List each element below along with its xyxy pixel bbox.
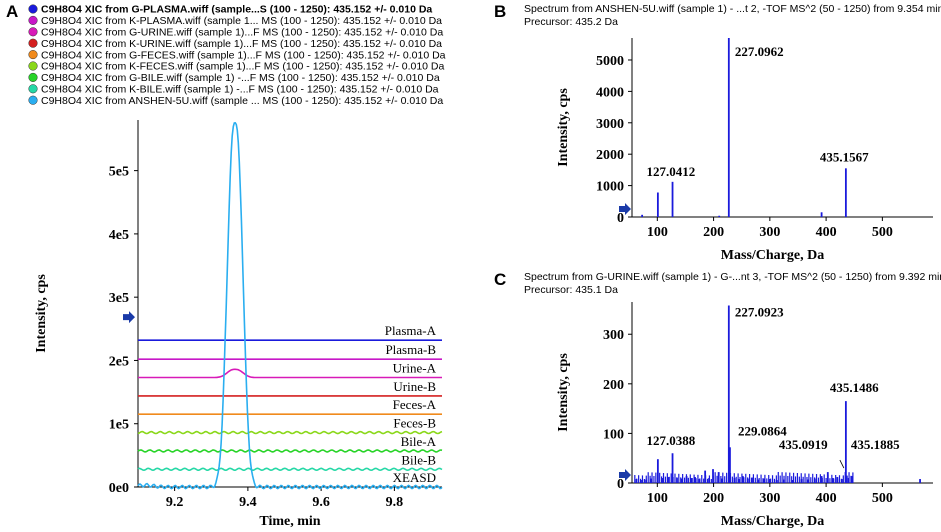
legend-entry-4: C9H8O4 XIC from G-FECES.wiff (sample 1).… — [41, 49, 446, 61]
legend-entry-5: C9H8O4 XIC from K-FECES.wiff (sample 1).… — [41, 61, 445, 73]
legend-entry-2: C9H8O4 XIC from G-URINE.wiff (sample 1).… — [41, 27, 443, 39]
trace-bile-b — [137, 467, 443, 472]
panel-letter-b: B — [494, 2, 506, 21]
x-tick-label-a-1: 9.4 — [239, 495, 257, 510]
legend-dot-8 — [28, 95, 38, 105]
spec-b-x-axis-label: Mass/Charge, Da — [721, 248, 824, 263]
spec-b-peak-label-0: 227.0962 — [735, 44, 784, 59]
trace-urine-a — [138, 368, 442, 379]
spectrum-b-precursor: Precursor: 435.2 Da — [524, 16, 618, 28]
spec-c-y-axis-label: Intensity, cps — [556, 353, 571, 432]
plot-b: 0 1000 2000 3000 4000 5000 100 200 300 400 500 Mass… — [556, 38, 933, 263]
spectrum-b-title: Spectrum from ANSHEN-5U.wiff (sample 1) … — [524, 3, 941, 15]
spec-c-y-tick-label-0: 0 — [617, 477, 624, 492]
spec-b-y-tick-label-0: 0 — [617, 211, 624, 226]
spec-b-x-tick-label-4: 500 — [872, 225, 893, 240]
spec-b-x-tick-label-0: 100 — [647, 225, 668, 240]
spectrum-c-title: Spectrum from G-URINE.wiff (sample 1) - … — [524, 271, 941, 283]
x-axis-label-a: Time, min — [259, 514, 320, 529]
spec-c-peak-leader-5 — [839, 459, 845, 469]
spec-b-y-tick-label-5: 5000 — [596, 54, 624, 69]
y-tick-label-a-2: 2e5 — [109, 354, 129, 369]
trace-bile-a — [137, 449, 443, 453]
spec-b-y-tick-label-3: 3000 — [596, 117, 624, 132]
trace-label-feces-b: Feces-B — [393, 416, 436, 431]
legend-a: C9H8O4 XIC from G-PLASMA.wiff (sample...… — [28, 4, 446, 107]
legend-dot-7 — [28, 84, 38, 94]
spec-b-y-tick-label-4: 4000 — [596, 85, 624, 100]
y-tick-label-a-4: 4e5 — [109, 228, 129, 243]
y-axis-label-a: Intensity, cps — [34, 274, 49, 353]
trace-label-plasma-a: Plasma-A — [385, 323, 437, 338]
legend-dot-5 — [28, 61, 38, 71]
spec-c-x-tick-label-3: 400 — [816, 491, 837, 506]
spec-b-x-tick-label-3: 400 — [816, 225, 837, 240]
trace-label-urine-b: Urine-B — [393, 379, 436, 394]
trace-label-urine-a: Urine-A — [393, 361, 437, 376]
spec-c-arrow — [619, 469, 631, 481]
spec-b-y-tick-label-1: 1000 — [596, 180, 624, 195]
spec-c-y-tick-label-3: 300 — [603, 328, 624, 343]
y-tick-label-a-0: 0e0 — [109, 481, 129, 496]
legend-entry-1: C9H8O4 XIC from K-PLASMA.wiff (sample 1.… — [41, 15, 442, 27]
legend-entry-6: C9H8O4 XIC from G-BILE.wiff (sample 1) -… — [41, 72, 440, 84]
plot-a: 0e0 1e5 2e5 3e5 4e5 5e5 9.2 9.4 9.6 9.8 Time, min I… — [34, 120, 443, 529]
x-tick-label-a-3: 9.8 — [386, 495, 404, 510]
trace-label-xeasd: XEASD — [393, 470, 436, 485]
legend-entry-7: C9H8O4 XIC from K-BILE.wiff (sample 1) -… — [41, 84, 439, 96]
spec-c-x-axis-label: Mass/Charge, Da — [721, 514, 824, 529]
legend-entry-0: C9H8O4 XIC from G-PLASMA.wiff (sample...… — [41, 4, 432, 16]
trace-feces-b — [137, 430, 443, 435]
spec-c-x-tick-label-4: 500 — [872, 491, 893, 506]
threshold-arrow-a — [123, 311, 135, 324]
y-tick-label-a-3: 3e5 — [109, 291, 129, 306]
spec-c-x-tick-label-2: 300 — [759, 491, 780, 506]
legend-entry-8: C9H8O4 XIC from ANSHEN-5U.wiff (sample .… — [41, 95, 443, 107]
legend-dot-1 — [28, 15, 38, 25]
y-tick-label-a-5: 5e5 — [109, 165, 129, 180]
spec-b-x-tick-label-1: 200 — [703, 225, 724, 240]
spec-c-y-tick-label-2: 200 — [603, 378, 624, 393]
trace-label-plasma-b: Plasma-B — [385, 342, 436, 357]
spec-b-peak-label-2: 435.1567 — [820, 149, 869, 164]
legend-dot-4 — [28, 50, 38, 60]
panel-letter-c: C — [494, 270, 506, 289]
trace-xeasd — [137, 122, 443, 490]
trace-label-feces-a: Feces-A — [393, 397, 437, 412]
spec-c-peak-label-3: 435.1486 — [830, 380, 879, 395]
spec-b-x-tick-label-2: 300 — [759, 225, 780, 240]
spec-c-peak-label-4: 435.0919 — [779, 437, 828, 452]
spec-c-y-tick-label-1: 100 — [603, 427, 624, 442]
trace-label-bile-a: Bile-A — [401, 434, 437, 449]
x-tick-label-a-2: 9.6 — [312, 495, 330, 510]
spec-c-peak-label-2: 127.0388 — [647, 433, 696, 448]
spec-c-peak-label-1: 229.0864 — [738, 423, 787, 438]
legend-entry-3: C9H8O4 XIC from K-URINE.wiff (sample 1).… — [41, 38, 442, 50]
panel-letter-a: A — [6, 2, 18, 21]
legend-dot-6 — [28, 72, 38, 82]
legend-dot-3 — [28, 38, 38, 48]
spec-b-y-tick-label-2: 2000 — [596, 148, 624, 163]
spec-b-y-axis-label: Intensity, cps — [556, 88, 571, 167]
x-tick-label-a-0: 9.2 — [166, 495, 184, 510]
spectrum-c-precursor: Precursor: 435.1 Da — [524, 284, 618, 296]
trace-label-bile-b: Bile-B — [401, 452, 436, 467]
spec-c-x-tick-label-1: 200 — [703, 491, 724, 506]
spec-c-x-tick-label-0: 100 — [647, 491, 668, 506]
plot-c: 0 100 200 300 100 200 300 400 500 Mass/Charge, Da… — [556, 302, 933, 529]
spec-b-peak-label-1: 127.0412 — [647, 164, 696, 179]
legend-dot-0 — [28, 4, 38, 14]
spec-b-arrow — [619, 203, 631, 215]
y-tick-label-a-1: 1e5 — [109, 418, 129, 433]
legend-dot-2 — [28, 27, 38, 37]
spec-c-peak-label-5: 435.1885 — [851, 437, 900, 452]
spec-c-peak-label-0: 227.0923 — [735, 304, 784, 319]
